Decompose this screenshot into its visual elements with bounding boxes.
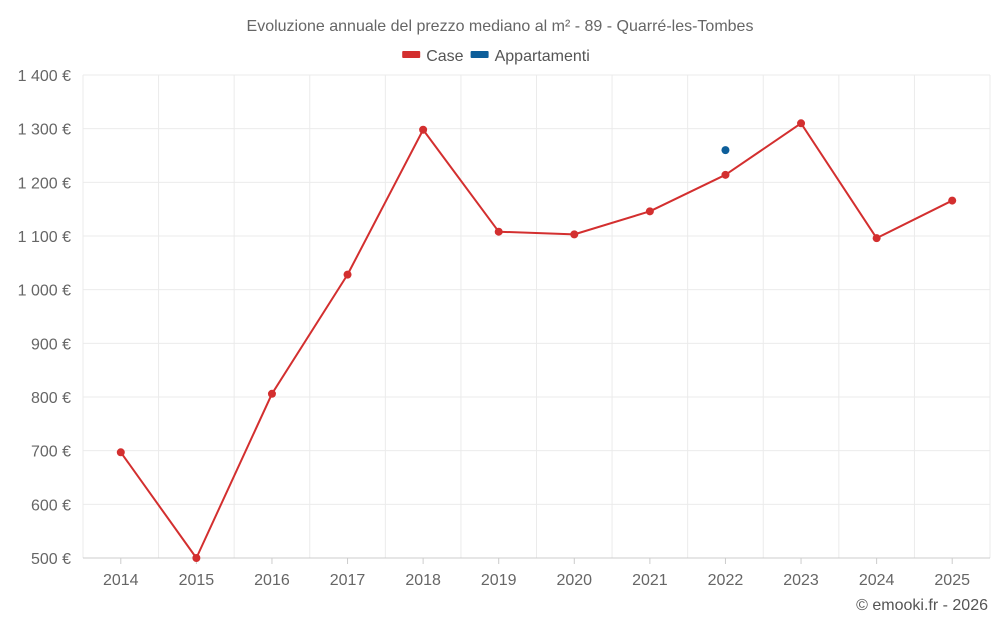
y-tick-label: 1 200 € <box>18 175 71 192</box>
x-tick-label: 2015 <box>179 572 215 589</box>
x-tick-label: 2018 <box>405 572 441 589</box>
x-tick-label: 2025 <box>934 572 970 589</box>
x-tick-label: 2022 <box>708 572 744 589</box>
data-point-case[interactable] <box>570 230 579 239</box>
data-point-case[interactable] <box>343 270 352 279</box>
y-tick-label: 800 € <box>31 390 71 407</box>
chart-title: Evoluzione annuale del prezzo mediano al… <box>247 18 754 35</box>
legend-item-appartamenti[interactable]: Appartamenti <box>470 48 590 65</box>
credit-text: © emooki.fr - 2026 <box>856 597 988 614</box>
data-point-case[interactable] <box>948 196 957 205</box>
y-tick-label: 500 € <box>31 551 71 568</box>
legend-swatch-case <box>402 51 421 58</box>
legend-label-case: Case <box>426 48 463 65</box>
y-tick-label: 900 € <box>31 336 71 353</box>
x-tick-label: 2020 <box>556 572 592 589</box>
y-tick-label: 1 000 € <box>18 283 71 300</box>
data-point-case[interactable] <box>872 234 881 243</box>
y-tick-label: 1 300 € <box>18 122 71 139</box>
y-tick-label: 600 € <box>31 497 71 514</box>
x-tick-label: 2017 <box>330 572 366 589</box>
x-tick-label: 2014 <box>103 572 139 589</box>
y-axis: 500 € 600 € 700 € 800 € 900 € 1 000 € 1 100 € 1… <box>18 68 71 568</box>
legend[interactable]: Case Appartamenti <box>402 48 590 65</box>
x-tick-label: 2016 <box>254 572 290 589</box>
y-tick-label: 1 100 € <box>18 229 71 246</box>
data-point-case[interactable] <box>116 448 125 457</box>
data-point-case[interactable] <box>494 227 503 236</box>
y-tick-label: 700 € <box>31 444 71 461</box>
x-axis: 2014 2015 2016 2017 2018 2019 2020 2021 2022 2023… <box>83 557 990 589</box>
data-point-case[interactable] <box>192 554 201 562</box>
legend-label-appartamenti: Appartamenti <box>495 48 590 65</box>
x-tick-label: 2021 <box>632 572 668 589</box>
legend-item-case[interactable]: Case <box>402 48 464 65</box>
x-tick-label: 2023 <box>783 572 819 589</box>
legend-swatch-appartamenti <box>470 51 489 58</box>
series-appartamenti <box>721 146 730 155</box>
data-point-case[interactable] <box>645 207 654 216</box>
series-line-case <box>119 122 953 559</box>
series-case <box>116 119 957 562</box>
x-tick-label: 2019 <box>481 572 517 589</box>
grid <box>82 74 991 559</box>
data-point-case[interactable] <box>267 389 276 398</box>
y-tick-label: 1 400 € <box>18 68 71 85</box>
data-point-appartamenti[interactable] <box>721 146 730 155</box>
series <box>116 119 957 562</box>
data-point-case[interactable] <box>797 119 806 128</box>
data-point-case[interactable] <box>721 170 730 179</box>
x-tick-label: 2024 <box>859 572 895 589</box>
data-point-case[interactable] <box>419 125 428 134</box>
